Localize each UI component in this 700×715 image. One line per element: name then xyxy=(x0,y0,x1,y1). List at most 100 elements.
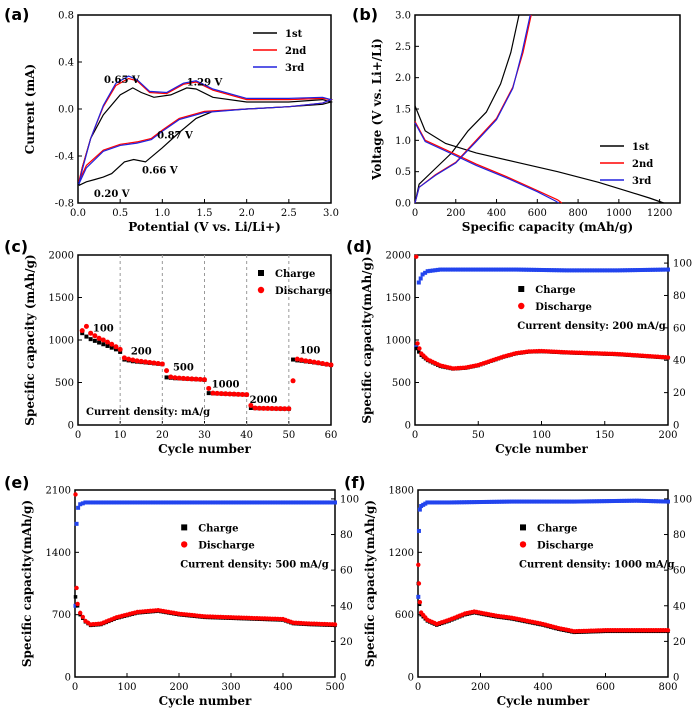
coulombic-efficiency-point xyxy=(164,500,168,505)
coulombic-efficiency-point xyxy=(497,499,502,504)
coulombic-efficiency-point xyxy=(260,500,265,505)
legend-marker-charge xyxy=(518,286,525,292)
legend-label: 1st xyxy=(285,29,303,40)
coulombic-efficiency-point xyxy=(439,500,444,505)
coulombic-efficiency-point xyxy=(479,500,484,505)
discharge-point xyxy=(202,377,207,383)
discharge-point xyxy=(665,355,671,360)
coulombic-efficiency-point xyxy=(629,498,634,503)
coulombic-efficiency-point xyxy=(442,500,447,505)
y-tick-label: -0.4 xyxy=(55,152,74,163)
discharge-point xyxy=(164,368,170,374)
charge-point xyxy=(206,391,211,396)
coulombic-efficiency-point xyxy=(461,267,466,272)
discharge-point xyxy=(117,346,123,352)
y2-tick-label: 40 xyxy=(340,601,353,612)
y-tick-label: 2.5 xyxy=(395,42,411,53)
coulombic-efficiency-point xyxy=(579,268,584,273)
x-axis-label: Cycle number xyxy=(159,694,252,708)
coulombic-efficiency-point xyxy=(218,500,223,505)
discharge-point xyxy=(298,357,304,363)
coulombic-efficiency-point xyxy=(627,498,632,503)
x-tick-label: 50 xyxy=(282,430,295,441)
x-tick-label: 50 xyxy=(472,430,485,441)
y2-tick-label: 100 xyxy=(673,259,692,270)
charge-point xyxy=(109,345,114,350)
coulombic-efficiency-point xyxy=(521,267,526,272)
coulombic-efficiency-point xyxy=(435,267,440,272)
x-tick-label: 600 xyxy=(528,208,547,219)
coulombic-efficiency-point xyxy=(633,268,638,273)
coulombic-efficiency-point xyxy=(477,500,482,505)
y-tick-label: 1000 xyxy=(386,336,411,347)
charge-point xyxy=(88,337,93,342)
y2-tick-label: 20 xyxy=(673,388,686,399)
coulombic-efficiency-point xyxy=(478,267,483,272)
discharge-point xyxy=(282,406,288,412)
discharge-point xyxy=(155,360,161,366)
coulombic-efficiency-point xyxy=(549,499,554,504)
legend-label-discharge: Discharge xyxy=(537,540,594,551)
plot-frame xyxy=(414,254,669,426)
discharge-point xyxy=(130,357,136,363)
y-tick-label: 0.4 xyxy=(58,58,74,69)
discharge-point xyxy=(185,376,191,382)
coulombic-efficiency-point xyxy=(615,268,620,273)
charge-point xyxy=(105,343,110,348)
coulombic-efficiency-point xyxy=(641,498,646,503)
coulombic-efficiency-point xyxy=(512,499,517,504)
coulombic-efficiency-point xyxy=(650,267,655,272)
discharge-point xyxy=(210,390,216,396)
panel-e: 0 100 200 300 400 500070014002100020406080100… xyxy=(4,473,359,708)
discharge-point xyxy=(416,581,422,586)
discharge-point xyxy=(256,405,262,411)
discharge-point xyxy=(73,492,78,497)
plot-frame xyxy=(74,489,336,678)
coulombic-efficiency-point xyxy=(304,500,309,505)
coulombic-efficiency-point xyxy=(666,499,670,504)
coulombic-efficiency-point xyxy=(514,499,519,504)
y-axis-label: Current (mA) xyxy=(23,64,37,154)
coulombic-efficiency-point xyxy=(514,267,519,272)
x-tick-label: 800 xyxy=(658,682,677,693)
discharge-point xyxy=(244,392,250,398)
coulombic-efficiency-point xyxy=(288,500,293,505)
coulombic-efficiency-point xyxy=(648,267,653,272)
y-tick-label: 1500 xyxy=(386,293,411,304)
discharge-point xyxy=(294,356,300,362)
coulombic-efficiency-point xyxy=(197,500,202,505)
voltage-profile xyxy=(414,122,560,204)
coulombic-efficiency-point xyxy=(536,267,541,272)
legend-marker-charge xyxy=(258,270,264,276)
coulombic-efficiency-point xyxy=(171,500,176,505)
discharge-point xyxy=(265,405,271,411)
coulombic-efficiency-point xyxy=(637,498,642,503)
voltage-profile xyxy=(414,14,532,204)
panel-f: 0 200 400 600 800060012001800020406080100Cha… xyxy=(344,473,692,708)
x-tick-label: 2.0 xyxy=(239,208,255,219)
coulombic-efficiency-point xyxy=(590,268,595,273)
discharge-point xyxy=(151,360,157,366)
coulombic-efficiency-point xyxy=(617,268,622,273)
coulombic-efficiency-point xyxy=(661,499,666,504)
coulombic-efficiency-point xyxy=(597,499,602,504)
discharge-point xyxy=(252,405,258,411)
coulombic-efficiency-point xyxy=(482,499,487,504)
discharge-point xyxy=(248,402,254,408)
coulombic-efficiency-point xyxy=(537,499,542,504)
coulombic-efficiency-point xyxy=(582,499,587,504)
coulombic-efficiency-point xyxy=(418,276,423,281)
coulombic-efficiency-point xyxy=(577,499,582,504)
x-tick-label: 800 xyxy=(569,208,588,219)
peak-annotation: 0.66 V xyxy=(142,166,178,177)
discharge-point xyxy=(218,391,224,397)
coulombic-efficiency-point xyxy=(265,500,270,505)
panel-label: (c) xyxy=(4,237,28,256)
discharge-point xyxy=(332,622,338,627)
coulombic-efficiency-point xyxy=(501,267,506,272)
coulombic-efficiency-point xyxy=(564,268,569,273)
coulombic-efficiency-point xyxy=(649,499,654,504)
voltage-profile xyxy=(414,105,664,204)
coulombic-efficiency-point xyxy=(440,267,445,272)
coulombic-efficiency-point xyxy=(252,500,257,505)
